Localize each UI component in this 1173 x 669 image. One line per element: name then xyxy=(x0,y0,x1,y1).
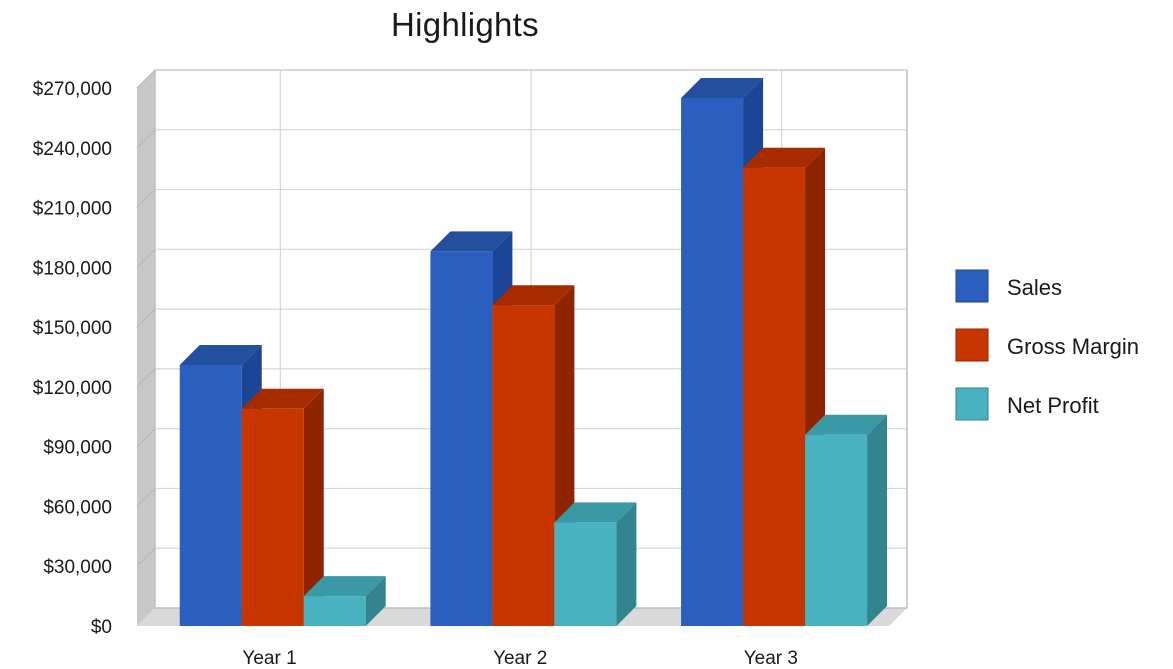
bar-net-profit-1 xyxy=(303,596,366,626)
bar-top-net-profit-3 xyxy=(805,414,888,435)
x-tick-label: Year 3 xyxy=(744,648,798,669)
y-tick-label: $240,000 xyxy=(33,139,112,160)
wall-gridline-4 xyxy=(136,368,156,388)
y-tick-label: $30,000 xyxy=(43,557,112,578)
wall-gridline-8 xyxy=(136,129,156,149)
bar-gross-margin-2 xyxy=(492,305,555,626)
wall-gridline-7 xyxy=(136,189,156,208)
bar-sales-3 xyxy=(681,97,744,627)
y-tick-label: $150,000 xyxy=(33,318,112,339)
bar-top-gross-margin-1 xyxy=(241,388,324,409)
y-tick-label: $180,000 xyxy=(33,258,112,279)
legend-label: Gross Margin xyxy=(1007,334,1139,359)
y-tick-label: $90,000 xyxy=(43,438,112,459)
y-tick-label: $270,000 xyxy=(33,79,112,100)
y-tick-label: $120,000 xyxy=(33,378,112,399)
bar-side-net-profit-3 xyxy=(867,414,888,626)
bar-top-sales-1 xyxy=(179,344,262,365)
bar-side-gross-margin-1 xyxy=(303,388,324,626)
bar-side-net-profit-2 xyxy=(616,502,637,626)
wall-gridline-2 xyxy=(136,488,156,507)
x-tick-label: Year 2 xyxy=(493,648,547,669)
y-tick-label: $210,000 xyxy=(33,199,112,220)
wall-gridline-9 xyxy=(136,69,156,89)
bar-top-gross-margin-2 xyxy=(492,285,575,306)
bar-top-gross-margin-3 xyxy=(743,147,826,168)
legend-swatch-net-profit xyxy=(955,387,989,421)
wall-gridline-5 xyxy=(136,308,156,328)
left-wall xyxy=(137,70,155,626)
bar-sales-1 xyxy=(179,364,242,626)
bar-net-profit-3 xyxy=(805,434,868,626)
bar-top-sales-3 xyxy=(681,77,764,98)
wall-gridline-6 xyxy=(136,248,156,268)
wall-gridline-3 xyxy=(136,428,156,448)
x-tick-label: Year 1 xyxy=(242,648,296,669)
bar-sales-2 xyxy=(430,251,493,627)
legend-swatch-gross-margin xyxy=(955,328,989,362)
y-tick-label: $60,000 xyxy=(43,497,112,518)
bar-top-net-profit-1 xyxy=(303,576,386,597)
legend-swatch-sales xyxy=(955,269,989,303)
y-tick-label: $0 xyxy=(91,617,112,638)
bar-top-sales-2 xyxy=(430,231,513,252)
legend-label: Sales xyxy=(1007,275,1062,300)
bar-side-net-profit-1 xyxy=(365,576,386,626)
bar-gross-margin-1 xyxy=(241,408,304,626)
bar-net-profit-2 xyxy=(554,522,617,626)
bar-top-net-profit-2 xyxy=(554,502,637,523)
wall-gridline-1 xyxy=(136,547,156,567)
bar-gross-margin-3 xyxy=(743,167,806,626)
chart-title: Highlights xyxy=(391,6,539,43)
legend-label: Net Profit xyxy=(1007,393,1099,418)
